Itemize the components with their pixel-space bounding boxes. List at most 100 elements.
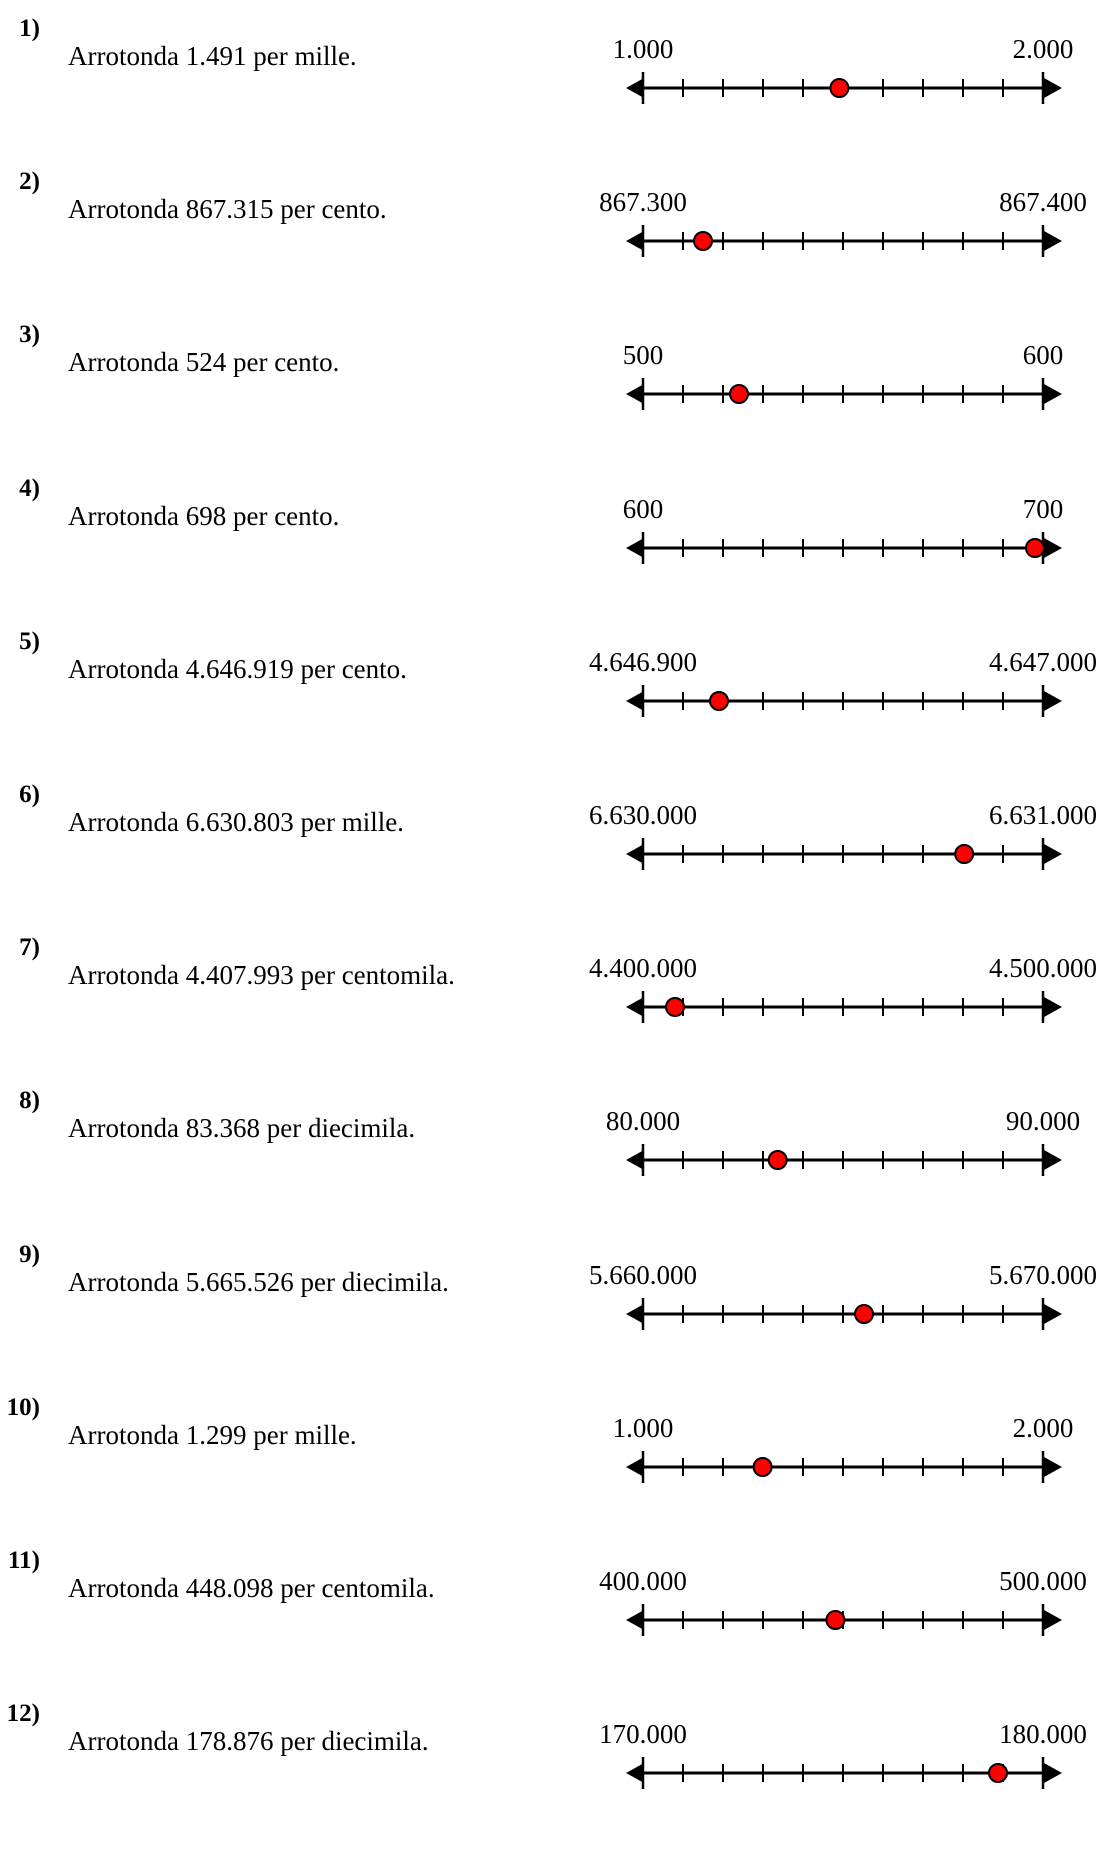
arrow-right-icon <box>1044 1150 1062 1171</box>
number-line: 1.000 2.000 <box>613 1413 1074 1483</box>
arrow-left-icon <box>626 1456 644 1477</box>
number-line-point <box>693 231 713 252</box>
arrow-left-icon <box>626 1150 644 1171</box>
number-line: 4.400.000 4.500.000 <box>589 953 1097 1024</box>
number-line-point <box>988 1763 1008 1784</box>
problem-number: 1) <box>19 15 40 42</box>
problem-question: Arrotonda 524 per cento. <box>68 347 340 378</box>
number-line-right-label: 700 <box>1023 494 1064 524</box>
problem-question: Arrotonda 83.368 per diecimila. <box>68 1113 416 1144</box>
problem-number: 5) <box>19 627 40 655</box>
arrow-left-icon <box>626 384 644 405</box>
number-line-ticks <box>641 378 1045 411</box>
problem-number: 11) <box>8 1547 40 1574</box>
problem: 12) Arrotonda 178.876 per diecimila. 170… <box>0 1699 1109 1849</box>
problem-number: 4) <box>19 474 40 502</box>
arrow-right-icon <box>1044 1763 1062 1784</box>
arrow-left-icon <box>626 231 644 252</box>
problem-question: Arrotonda 867.315 per cento. <box>68 194 387 225</box>
arrow-right-icon <box>1044 231 1062 252</box>
number-line-ticks <box>641 225 1045 258</box>
arrow-right-icon <box>1044 1303 1062 1324</box>
number-line-point <box>729 384 749 405</box>
arrow-right-icon <box>1044 1456 1062 1477</box>
number-line-point <box>709 690 729 711</box>
number-line-right-label: 90.000 <box>1006 1106 1080 1136</box>
number-line: 400.000 500.000 <box>599 1566 1087 1636</box>
arrow-right-icon <box>1044 537 1062 558</box>
problem-number: 9) <box>19 1240 40 1268</box>
number-line: 6.630.000 6.631.000 <box>589 800 1097 870</box>
number-line-ticks <box>641 1604 1045 1636</box>
number-line-ticks <box>641 1144 1045 1177</box>
problem-question: Arrotonda 4.646.919 per cento. <box>68 653 407 684</box>
number-line-right-label: 4.647.000 <box>989 647 1097 677</box>
problem-number: 12) <box>6 1700 40 1728</box>
problem-question: Arrotonda 698 per cento. <box>68 500 340 531</box>
number-line-point <box>665 997 685 1018</box>
problem: 5) Arrotonda 4.646.919 per cento. 4.646.… <box>0 627 1109 777</box>
problem-question: Arrotonda 1.491 per mille. <box>68 41 357 71</box>
number-line: 170.000 180.000 <box>599 1719 1087 1790</box>
problem-question: Arrotonda 178.876 per diecimila. <box>68 1726 429 1757</box>
arrow-left-icon <box>626 997 644 1018</box>
number-line-left-label: 170.000 <box>599 1719 687 1749</box>
number-line-left-label: 500 <box>623 340 664 370</box>
problem: 10) Arrotonda 1.299 per mille. 1.000 2.0… <box>0 1393 1109 1543</box>
number-line-point <box>954 844 975 864</box>
number-line-right-label: 500.000 <box>999 1566 1087 1596</box>
problem-number: 7) <box>19 934 40 962</box>
arrow-right-icon <box>1044 78 1062 98</box>
problem-number: 10) <box>6 1393 40 1421</box>
arrow-right-icon <box>1044 997 1062 1018</box>
number-line-left-label: 600 <box>623 494 664 524</box>
problem-question: Arrotonda 4.407.993 per centomila. <box>68 960 455 991</box>
arrow-left-icon <box>626 1610 644 1630</box>
problem-number: 3) <box>19 321 40 349</box>
number-line: 1.000 2.000 <box>613 34 1074 104</box>
problem: 1) Arrotonda 1.491 per mille. 1.000 2.00… <box>0 14 1109 164</box>
number-line: 600 700 <box>623 494 1064 564</box>
number-line-ticks <box>641 531 1045 564</box>
number-line-point <box>854 1303 874 1324</box>
number-line-point <box>752 1456 773 1477</box>
number-line-left-label: 4.646.900 <box>589 647 697 677</box>
number-line: 80.000 90.000 <box>606 1106 1080 1177</box>
number-line-left-label: 5.660.000 <box>589 1260 697 1290</box>
number-line-left-label: 867.300 <box>599 187 687 217</box>
problem: 7) Arrotonda 4.407.993 per centomila. 4.… <box>0 933 1109 1083</box>
number-line-left-label: 1.000 <box>613 34 674 64</box>
problem: 8) Arrotonda 83.368 per diecimila. 80.00… <box>0 1086 1109 1236</box>
number-line-ticks <box>641 1297 1045 1330</box>
arrow-right-icon <box>1044 384 1062 405</box>
number-line-point <box>1025 537 1045 558</box>
arrow-left-icon <box>626 844 644 864</box>
arrow-right-icon <box>1044 1610 1062 1630</box>
number-line: 4.646.900 4.647.000 <box>589 647 1097 717</box>
number-line-left-label: 400.000 <box>599 1566 687 1596</box>
number-line-right-label: 867.400 <box>999 187 1087 217</box>
problem: 4) Arrotonda 698 per cento. 600 700 <box>0 474 1109 624</box>
arrow-right-icon <box>1044 690 1062 711</box>
arrow-left-icon <box>626 690 644 711</box>
arrow-left-icon <box>626 1303 644 1324</box>
number-line-right-label: 4.500.000 <box>989 953 1097 983</box>
number-line-point <box>825 1610 846 1630</box>
arrow-right-icon <box>1044 844 1062 864</box>
number-line-right-label: 2.000 <box>1013 1413 1074 1443</box>
number-line: 867.300 867.400 <box>599 187 1087 258</box>
problem: 2) Arrotonda 867.315 per cento. 867.300 … <box>0 167 1109 317</box>
problem-question: Arrotonda 448.098 per centomila. <box>68 1573 435 1603</box>
problem-question: Arrotonda 1.299 per mille. <box>68 1419 357 1450</box>
problem-question: Arrotonda 5.665.526 per diecimila. <box>68 1266 449 1297</box>
problem: 3) Arrotonda 524 per cento. 500 600 <box>0 320 1109 470</box>
number-line: 500 600 <box>623 340 1063 411</box>
number-line-right-label: 2.000 <box>1013 34 1074 64</box>
number-line: 5.660.000 5.670.000 <box>589 1260 1097 1330</box>
arrow-left-icon <box>626 78 644 98</box>
arrow-left-icon <box>626 537 644 558</box>
number-line-point <box>767 1150 788 1171</box>
problem: 9) Arrotonda 5.665.526 per diecimila. 5.… <box>0 1240 1109 1390</box>
number-line-left-label: 80.000 <box>606 1106 680 1136</box>
number-line-right-label: 6.631.000 <box>989 800 1097 830</box>
